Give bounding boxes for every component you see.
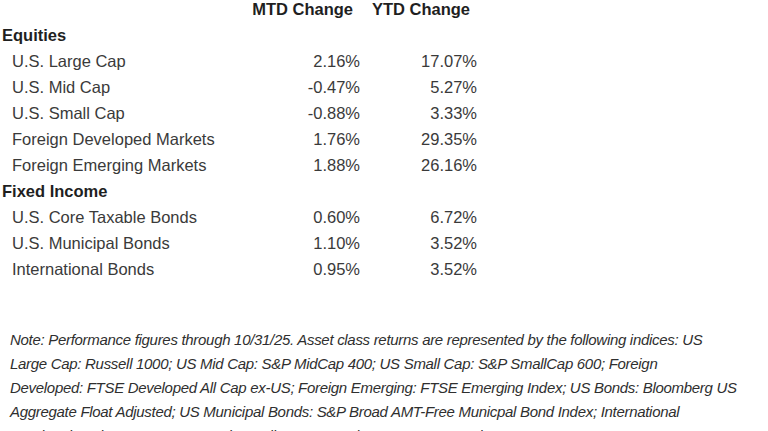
note-line: Developed: FTSE Developed All Cap ex-US;… — [10, 376, 766, 400]
performance-table: MTD Change YTD Change Equities U.S. Larg… — [0, 0, 480, 282]
asset-label: U.S. Large Cap — [0, 48, 242, 74]
table-row-foreign-developed-markets: Foreign Developed Markets 1.76% 29.35% — [0, 126, 480, 152]
footnote: Note: Performance figures through 10/31/… — [10, 328, 766, 431]
table-row-us-large-cap: U.S. Large Cap 2.16% 17.07% — [0, 48, 480, 74]
mtd-value: 0.95% — [242, 256, 360, 282]
table-row-foreign-emerging-markets: Foreign Emerging Markets 1.88% 26.16% — [0, 152, 480, 178]
asset-label: U.S. Core Taxable Bonds — [0, 204, 242, 230]
table-row-us-core-taxable-bonds: U.S. Core Taxable Bonds 0.60% 6.72% — [0, 204, 480, 230]
section-row-fixed-income: Fixed Income — [0, 178, 480, 204]
table-row-international-bonds: International Bonds 0.95% 3.52% — [0, 256, 480, 282]
ytd-value: 3.52% — [360, 256, 477, 282]
note-line: Aggregate Float Adjusted; US Municipal B… — [10, 400, 766, 424]
section-row-equities: Equities — [0, 22, 480, 48]
asset-label: International Bonds — [0, 256, 242, 282]
ytd-value: 5.27% — [360, 74, 477, 100]
mtd-value: 1.10% — [242, 230, 360, 256]
note-line: Bonds: Bloomberg GLA ex-USD Float Adj RI… — [10, 424, 766, 431]
asset-label: Foreign Developed Markets — [0, 126, 242, 152]
asset-label: Foreign Emerging Markets — [0, 152, 242, 178]
asset-class-column-spacer — [0, 0, 242, 22]
column-header-mtd-change: MTD Change — [242, 0, 360, 22]
column-header-ytd-change: YTD Change — [360, 0, 477, 22]
ytd-value: 3.33% — [360, 100, 477, 126]
table-row-us-small-cap: U.S. Small Cap -0.88% 3.33% — [0, 100, 480, 126]
mtd-value: -0.88% — [242, 100, 360, 126]
table-row-us-mid-cap: U.S. Mid Cap -0.47% 5.27% — [0, 74, 480, 100]
table-row-us-municipal-bonds: U.S. Municipal Bonds 1.10% 3.52% — [0, 230, 480, 256]
section-header-equities: Equities — [0, 22, 242, 48]
ytd-value: 26.16% — [360, 152, 477, 178]
note-line: Large Cap: Russell 1000; US Mid Cap: S&P… — [10, 352, 766, 376]
note-line: Note: Performance figures through 10/31/… — [10, 328, 766, 352]
ytd-value: 29.35% — [360, 126, 477, 152]
ytd-value: 3.52% — [360, 230, 477, 256]
table-header-row: MTD Change YTD Change — [0, 0, 480, 22]
mtd-value: -0.47% — [242, 74, 360, 100]
asset-label: U.S. Mid Cap — [0, 74, 242, 100]
section-header-fixed-income: Fixed Income — [0, 178, 242, 204]
mtd-value: 1.76% — [242, 126, 360, 152]
mtd-value: 2.16% — [242, 48, 360, 74]
mtd-value: 1.88% — [242, 152, 360, 178]
ytd-value: 6.72% — [360, 204, 477, 230]
ytd-value: 17.07% — [360, 48, 477, 74]
asset-label: U.S. Municipal Bonds — [0, 230, 242, 256]
mtd-value: 0.60% — [242, 204, 360, 230]
asset-label: U.S. Small Cap — [0, 100, 242, 126]
